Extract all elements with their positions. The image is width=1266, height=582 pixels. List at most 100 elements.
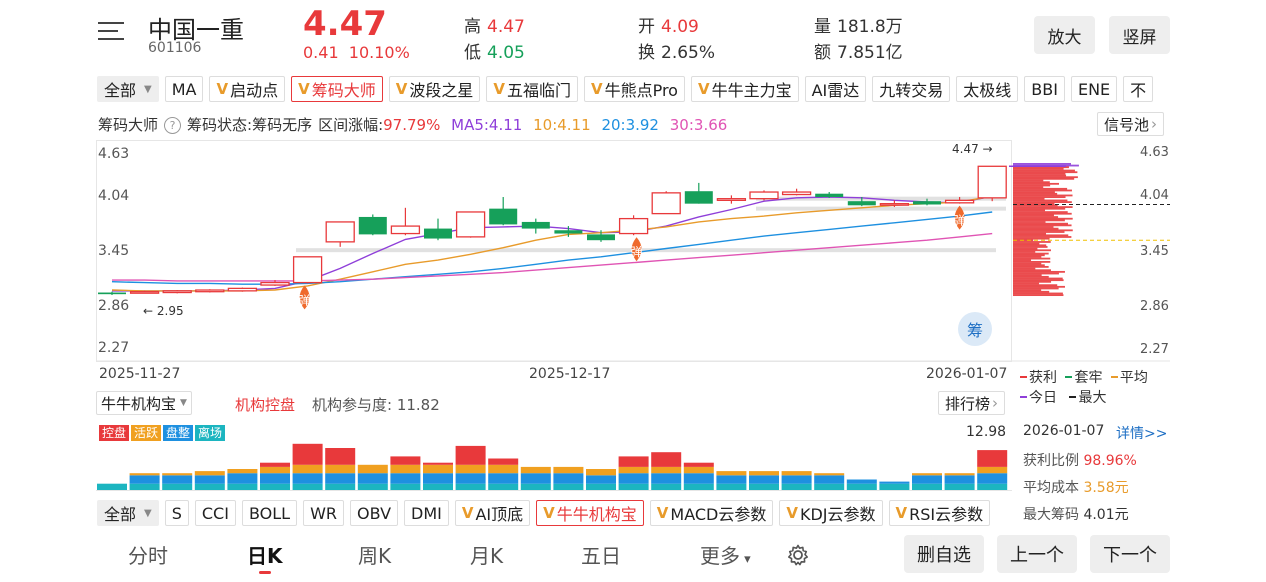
indicator-tab-6[interactable]: V AI顶底	[454, 500, 531, 526]
indicator-tab-8[interactable]: V MACD云参数	[649, 500, 774, 526]
chip-bar	[1013, 252, 1049, 255]
chevron-right-icon: ›	[992, 394, 999, 412]
indicator-tab-5[interactable]: V 牛熊点Pro	[583, 76, 685, 102]
indicator-tab-3[interactable]: WR	[303, 500, 344, 526]
indicator-tab-11[interactable]: ENE	[1070, 76, 1118, 102]
chip-bar	[1013, 274, 1042, 277]
sub-indicator-all-select[interactable]: 全部 ▼	[97, 500, 159, 526]
chip-bar	[1013, 176, 1078, 179]
institution-bar-k	[325, 448, 356, 465]
chip-bar	[1013, 207, 1066, 210]
chip-bar	[1013, 222, 1068, 225]
chip-bar	[1013, 192, 1058, 195]
indicator-tab-4[interactable]: V 五福临门	[486, 76, 578, 102]
indicator-tab-2[interactable]: BOLL	[241, 500, 298, 526]
indicator-tab-10[interactable]: BBI	[1024, 76, 1065, 102]
signal-drop-icon	[299, 285, 310, 310]
chip-bar	[1013, 279, 1064, 282]
indicator-tab-10[interactable]: V RSI云参数	[888, 500, 991, 526]
indicator-tab-0[interactable]: S	[164, 500, 189, 526]
candle-body-down	[554, 230, 583, 234]
indicator-tab-6[interactable]: V 牛牛主力宝	[690, 76, 799, 102]
institution-bar-p	[618, 473, 649, 484]
chip-bar	[1013, 232, 1047, 235]
settings-gear-icon[interactable]	[786, 543, 810, 567]
main-indicator-tabs: 全部 ▼ MA V 启动点 V 筹码大师 V 波段之星 V 五福临门 V 牛熊点Pro V 牛牛主力宝 AI…	[97, 76, 1170, 104]
indicator-tab-9[interactable]: 太极线	[956, 76, 1019, 102]
profit-ratio-label: 获利比例	[1023, 453, 1079, 469]
chip-bar	[1013, 267, 1036, 270]
indicator-tab-8[interactable]: 九转交易	[872, 76, 951, 102]
indicator-all-select[interactable]: 全部 ▼	[97, 76, 159, 102]
period-tab-2[interactable]: 周K	[358, 540, 391, 569]
institution-bar-chart[interactable]	[96, 440, 1012, 494]
previous-stock-button[interactable]: 上一个	[997, 535, 1077, 573]
institution-bar-k	[423, 462, 453, 465]
sub-indicator-select[interactable]: 牛牛机构宝 ▼	[96, 391, 192, 415]
chip-bar	[1013, 275, 1049, 278]
institution-bar-p	[423, 473, 453, 484]
period-tab-1[interactable]: 日K	[247, 540, 283, 574]
institution-bar-p	[357, 473, 388, 484]
indicator-tab-1[interactable]: CCI	[194, 500, 236, 526]
period-tab-4[interactable]: 五日	[581, 540, 621, 569]
signal-pool-label: 信号池	[1104, 115, 1150, 134]
candle-body-down	[98, 292, 126, 295]
remove-watchlist-button[interactable]: 删自选	[904, 535, 984, 573]
chip-bar	[1013, 182, 1059, 185]
indicator-tab-4[interactable]: OBV	[350, 500, 399, 526]
ma5-value: MA5:4.11	[451, 116, 523, 134]
candle-body-down	[847, 201, 876, 206]
period-tab-3[interactable]: 月K	[470, 540, 503, 569]
avg-swatch	[1110, 376, 1118, 378]
institution-bar-l	[162, 483, 193, 490]
candlestick-chart[interactable]: 弹弹弹	[96, 140, 1170, 362]
chip-bar	[1013, 236, 1072, 238]
institution-bar-p	[129, 475, 160, 484]
indicator-tab-3[interactable]: V 波段之星	[388, 76, 481, 102]
period-tab-5[interactable]: 更多 ▾	[700, 540, 751, 569]
indicator-tab-5[interactable]: DMI	[404, 500, 449, 526]
candle-body-up	[292, 256, 323, 284]
indicator-tab-label: 牛牛机构宝	[556, 505, 637, 524]
profit-swatch	[1020, 376, 1027, 378]
turnover-value: 2.65%	[661, 43, 716, 63]
institution-bar-p	[944, 475, 975, 484]
open-stat: 开 4.09	[638, 12, 699, 37]
menu-icon[interactable]	[98, 22, 124, 46]
indicator-tab-label: MACD云参数	[670, 505, 767, 524]
chip-toggle-button[interactable]: 筹	[958, 312, 992, 346]
institution-bar-h	[553, 466, 584, 474]
indicator-tab-0[interactable]: MA	[164, 76, 204, 102]
institution-bar-l	[977, 483, 1008, 490]
indicator-tab-label: 牛熊点Pro	[604, 81, 678, 100]
help-icon[interactable]: ?	[164, 117, 182, 134]
max-swatch	[1069, 396, 1077, 398]
indicator-tab-9[interactable]: V KDJ云参数	[779, 500, 883, 526]
next-stock-button[interactable]: 下一个	[1090, 535, 1170, 573]
portrait-button[interactable]: 竖屏	[1109, 16, 1170, 54]
institution-bar-p	[781, 475, 812, 484]
low-marker: ← 2.95	[143, 304, 184, 318]
signal-pool-button[interactable]: 信号池 ›	[1097, 112, 1165, 136]
vip-v-icon: V	[461, 504, 474, 522]
high-value: 4.47	[487, 17, 525, 37]
indicator-tab-2[interactable]: V 筹码大师	[291, 76, 383, 102]
chip-bar	[1013, 169, 1075, 172]
zoom-button[interactable]: 放大	[1034, 16, 1095, 54]
ranking-button[interactable]: 排行榜 ›	[938, 391, 1006, 415]
chip-detail-link[interactable]: 详情>>	[1116, 426, 1168, 442]
indicator-tab-7[interactable]: AI雷达	[804, 76, 867, 102]
indicator-tab-label: OBV	[357, 503, 392, 523]
chip-bar	[1013, 272, 1059, 275]
indicator-tab-7[interactable]: V 牛牛机构宝	[536, 500, 644, 526]
indicator-tab-label: 牛牛主力宝	[711, 81, 792, 100]
institution-bar-l	[716, 483, 747, 490]
ma30-value: 30:3.66	[669, 116, 728, 134]
chip-bar	[1013, 194, 1073, 197]
avg-cost-row: 平均成本 3.58元	[1023, 477, 1129, 497]
institution-bar-p	[227, 473, 258, 484]
period-tab-0[interactable]: 分时	[128, 540, 168, 569]
indicator-tab-1[interactable]: V 启动点	[209, 76, 286, 102]
indicator-tab-12[interactable]: 不	[1123, 76, 1154, 102]
